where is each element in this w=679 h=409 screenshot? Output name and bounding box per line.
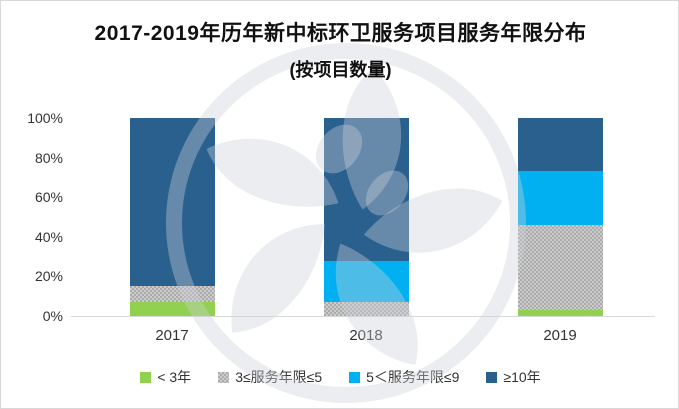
legend-label: 3≤服务年限≤5 — [235, 369, 323, 385]
y-tick-label: 0% — [42, 308, 63, 324]
legend-swatch-icon — [140, 371, 152, 383]
legend-label: 5＜服务年限≤9 — [366, 369, 460, 385]
y-tick-label: 40% — [34, 228, 63, 245]
bar-segment — [517, 171, 603, 225]
stacked-bar-2018 — [323, 118, 409, 316]
bar-segment — [129, 302, 215, 316]
bar-segment — [323, 118, 409, 261]
x-axis-label: 2018 — [349, 327, 383, 344]
chart-subtitle: (按项目数量) — [289, 60, 392, 80]
x-axis-label: 2019 — [543, 327, 577, 344]
bar-plot-area — [75, 118, 657, 316]
bar-segment — [129, 286, 215, 303]
x-axis-labels: 2017 2018 2019 — [75, 327, 657, 344]
legend: < 3年 3≤服务年限≤5 5＜服务年限≤9 ≥10年 — [1, 367, 678, 387]
bar-segment — [517, 224, 603, 311]
bar-segment — [517, 310, 603, 316]
legend-label: < 3年 — [157, 369, 192, 385]
legend-label: ≥10年 — [503, 369, 541, 385]
legend-swatch-icon — [349, 371, 361, 383]
bar-segment — [129, 118, 215, 287]
x-axis-label: 2017 — [155, 327, 189, 344]
y-axis: 0% 20% 40% 60% 80% 100% — [1, 1, 63, 408]
x-axis-line — [71, 316, 655, 317]
bar-segment — [323, 302, 409, 316]
y-tick-label: 100% — [27, 110, 63, 126]
legend-swatch-icon — [218, 371, 230, 383]
bar-segment — [517, 118, 603, 172]
legend-item: 5＜服务年限≤9 — [349, 367, 459, 387]
bar-segment — [323, 260, 409, 303]
y-tick-label: 20% — [34, 268, 63, 285]
legend-swatch-icon — [486, 371, 498, 383]
legend-item: 3≤服务年限≤5 — [218, 367, 322, 387]
legend-item: ≥10年 — [486, 367, 541, 387]
y-tick-label: 60% — [34, 189, 63, 206]
stacked-bar-2017 — [129, 118, 215, 316]
chart-title: 2017-2019年历年新中标环卫服务项目服务年限分布 — [94, 22, 587, 45]
stacked-bar-2019 — [517, 118, 603, 316]
y-tick-label: 80% — [34, 149, 63, 166]
legend-item: < 3年 — [140, 367, 191, 387]
